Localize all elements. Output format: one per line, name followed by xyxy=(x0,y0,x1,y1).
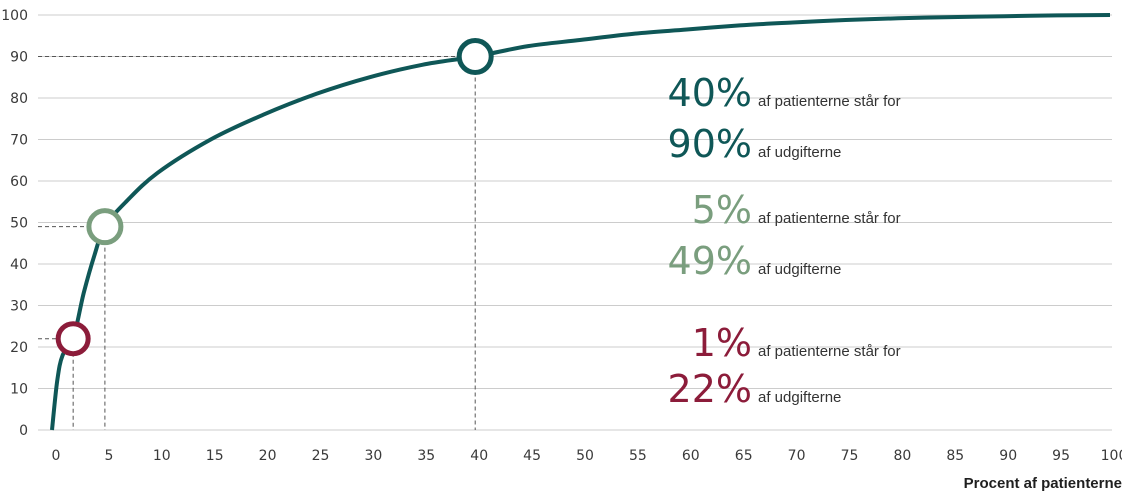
y-tick-label: 10 xyxy=(10,382,28,398)
highlight-markers xyxy=(55,38,494,357)
highlight-marker xyxy=(456,38,494,75)
axis-ticks: 0 10 20 30 40 50 60 70 80 90 100 0 5 10 15 20 25 30 35 40 45… xyxy=(1,8,1122,464)
x-tick-label: 85 xyxy=(946,448,964,464)
annotation-label: af patienterne står for xyxy=(758,93,901,110)
annotation-label: af udgifterne xyxy=(758,144,841,161)
y-tick-label: 100 xyxy=(1,8,28,24)
y-tick-label: 0 xyxy=(19,423,28,439)
annotation-label: af udgifterne xyxy=(758,261,841,278)
annotations: 40% af patienterne står for 90% af udgifter… xyxy=(668,71,901,411)
x-tick-label: 90 xyxy=(999,448,1017,464)
y-tick-label: 60 xyxy=(10,174,28,190)
grid-lines xyxy=(38,14,1112,431)
y-tick-label: 40 xyxy=(10,257,28,273)
x-tick-label: 40 xyxy=(470,448,488,464)
x-tick-label: 0 xyxy=(52,448,61,464)
x-tick-label: 55 xyxy=(629,448,647,464)
x-tick-label: 25 xyxy=(312,448,330,464)
x-tick-label: 5 xyxy=(104,448,113,464)
x-tick-label: 20 xyxy=(259,448,277,464)
x-tick-label: 95 xyxy=(1052,448,1070,464)
x-tick-label: 10 xyxy=(153,448,171,464)
annotation-label: af patienterne står for xyxy=(758,343,901,360)
annotation-percent: 40% xyxy=(668,71,752,115)
x-tick-label: 15 xyxy=(206,448,224,464)
x-tick-label: 80 xyxy=(893,448,911,464)
annotation-percent: 90% xyxy=(668,122,752,166)
x-tick-label: 100 xyxy=(1101,448,1122,464)
annotation-percent: 22% xyxy=(668,367,752,411)
annotation-label: af udgifterne xyxy=(758,389,841,406)
x-tick-label: 35 xyxy=(417,448,435,464)
y-tick-label: 30 xyxy=(10,299,28,315)
highlight-marker xyxy=(55,321,91,357)
x-tick-label: 30 xyxy=(364,448,382,464)
highlight-marker xyxy=(86,208,124,246)
x-tick-label: 65 xyxy=(735,448,753,464)
x-tick-label: 70 xyxy=(788,448,806,464)
annotation-percent: 49% xyxy=(668,239,752,283)
x-tick-label: 60 xyxy=(682,448,700,464)
y-tick-label: 50 xyxy=(10,216,28,232)
annotation-percent: 1% xyxy=(692,321,752,365)
series-line xyxy=(50,13,1111,431)
y-tick-label: 20 xyxy=(10,340,28,356)
x-tick-label: 75 xyxy=(841,448,859,464)
x-tick-label: 45 xyxy=(523,448,541,464)
annotation-label: af patienterne står for xyxy=(758,210,901,227)
y-tick-label: 80 xyxy=(10,91,28,107)
x-tick-label: 50 xyxy=(576,448,594,464)
y-tick-label: 90 xyxy=(10,50,28,66)
y-tick-label: 70 xyxy=(10,133,28,149)
x-axis-title: Procent af patienterne xyxy=(964,475,1122,492)
annotation-percent: 5% xyxy=(692,188,752,232)
